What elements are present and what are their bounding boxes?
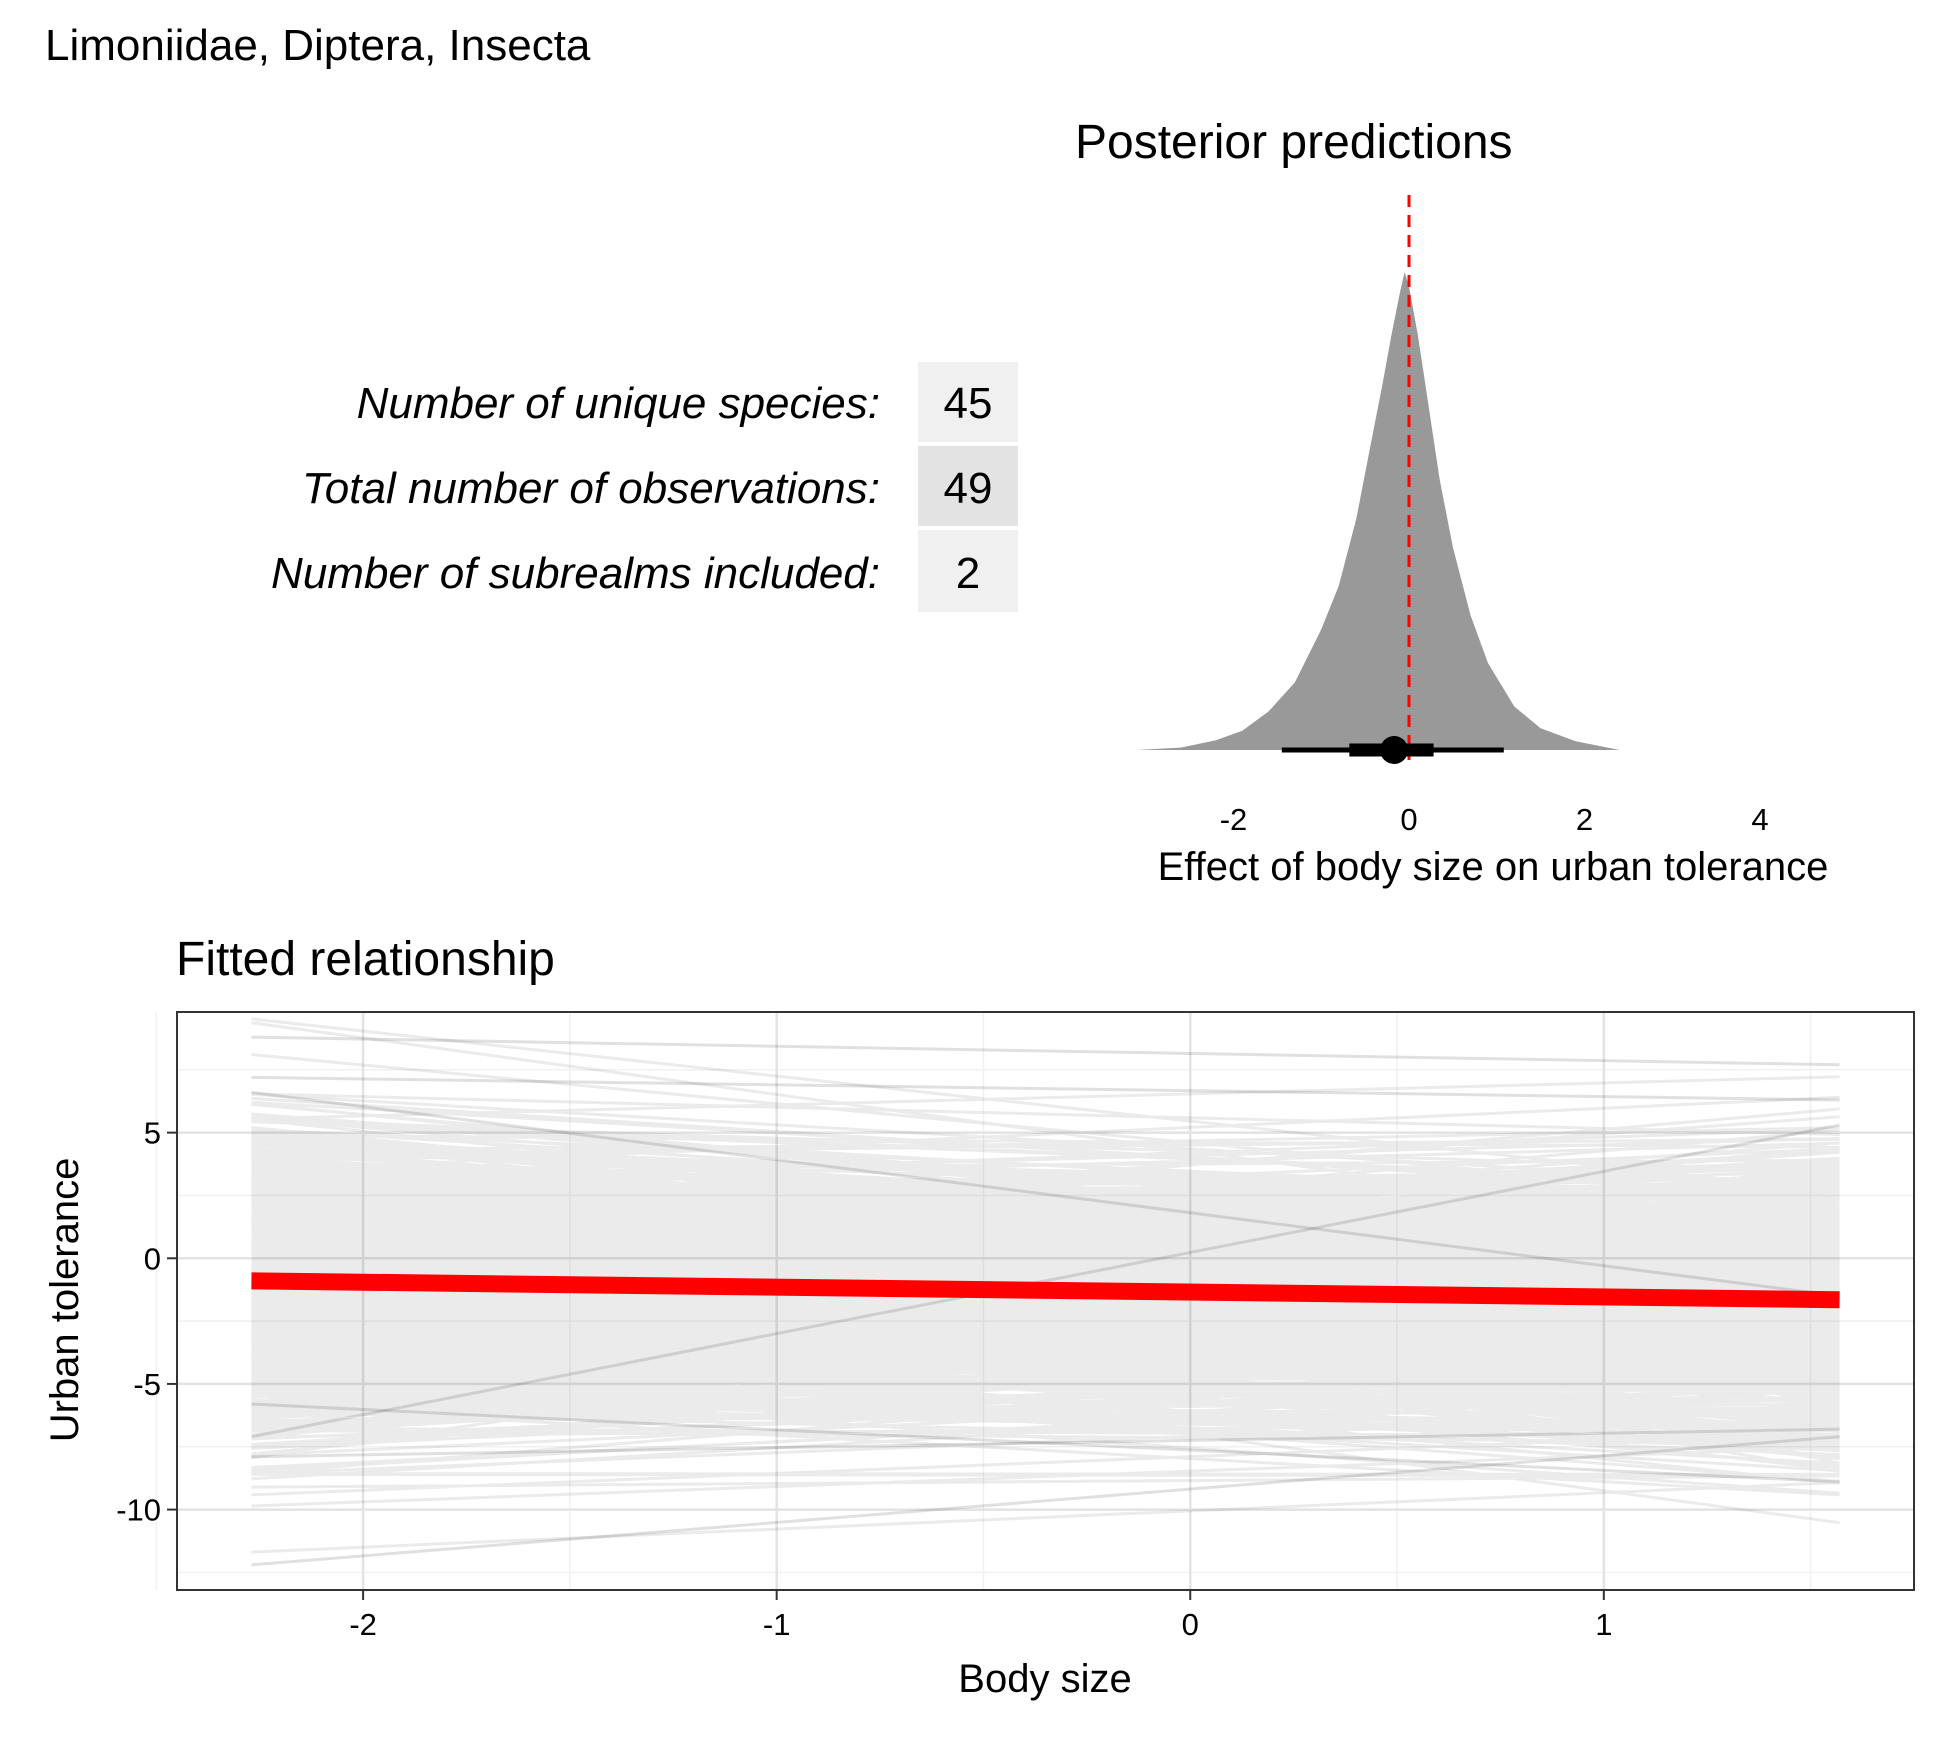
stats-label-species: Number of unique species:: [357, 379, 880, 428]
fitted-y-tick-label: -5: [133, 1367, 161, 1402]
fitted-grid: [155, 1012, 1914, 1590]
posterior-x-tick-label: -2: [1220, 802, 1248, 837]
fitted-y-tick-label: 0: [144, 1241, 161, 1276]
stats-row-observations: Total number of observations: 49: [302, 446, 1018, 526]
stats-label-subrealms: Number of subrealms included:: [271, 549, 880, 598]
fitted-draws: [251, 1017, 1840, 1567]
stats-table: Number of unique species: 45 Total numbe…: [271, 362, 1018, 612]
fitted-x-tick-label: 0: [1182, 1607, 1199, 1642]
stats-value-species: 45: [944, 379, 993, 428]
posterior-x-axis: -2 0 2 4: [1220, 802, 1769, 837]
fitted-posterior-draw-line: [251, 1075, 1840, 1102]
stats-value-subrealms: 2: [956, 549, 980, 598]
fitted-panel: Fitted relationship -2 -1 0 1 -10-505 Body …: [43, 933, 1915, 1701]
stats-value-observations: 49: [944, 464, 993, 513]
stats-cell-bg: [918, 362, 1018, 442]
fitted-posterior-draw-line: [251, 1427, 1840, 1459]
fitted-y-label: Urban tolerance: [43, 1158, 87, 1443]
posterior-point-estimate: [1380, 736, 1409, 764]
fitted-title: Fitted relationship: [176, 933, 555, 986]
fitted-posterior-draw-line: [251, 1435, 1840, 1567]
fitted-posterior-draw-line: [251, 1035, 1840, 1067]
stats-label-observations: Total number of observations:: [302, 464, 880, 513]
posterior-x-tick-label: 4: [1751, 802, 1768, 837]
fitted-x-tick-label: 1: [1595, 1607, 1612, 1642]
posterior-title: Posterior predictions: [1075, 116, 1513, 169]
stats-row-subrealms: Number of subrealms included: 2: [271, 530, 1018, 612]
fitted-x-tick-label: -2: [349, 1607, 377, 1642]
stats-cell-bg: [918, 530, 1018, 612]
fitted-mean-line: [251, 1272, 1840, 1309]
stats-row-species: Number of unique species: 45: [357, 362, 1018, 442]
fitted-x-label: Body size: [958, 1657, 1131, 1701]
posterior-x-tick-label: 2: [1576, 802, 1593, 837]
fitted-y-tick-label: -10: [116, 1493, 161, 1528]
fitted-posterior-draw-line: [251, 1402, 1840, 1484]
fitted-posterior-draw-line: [251, 1090, 1840, 1298]
posterior-panel: Posterior predictions -2 0 2 4 Effect of bo…: [1075, 116, 1828, 889]
fitted-posterior-draw-line: [251, 1123, 1840, 1439]
stats-cell-bg: [918, 446, 1018, 526]
posterior-plot-area: [1137, 195, 1620, 764]
fitted-y-axis: -10 -5 0 5: [116, 1116, 177, 1528]
figure-title: Limoniidae, Diptera, Insecta: [45, 21, 591, 70]
fitted-panel-border: [176, 1011, 1915, 1591]
fitted-mean-layer: [251, 1272, 1840, 1309]
posterior-density-area: [1137, 272, 1620, 750]
fitted-y-tick-label: 5: [144, 1116, 161, 1151]
posterior-x-label: Effect of body size on urban tolerance: [1158, 845, 1829, 889]
fitted-posterior-draw-lines: [251, 1017, 1840, 1554]
fitted-x-tick-label: -1: [763, 1607, 791, 1642]
posterior-x-tick-label: 0: [1400, 802, 1417, 837]
fitted-x-axis: -2 -1 0 1: [349, 1590, 1612, 1642]
